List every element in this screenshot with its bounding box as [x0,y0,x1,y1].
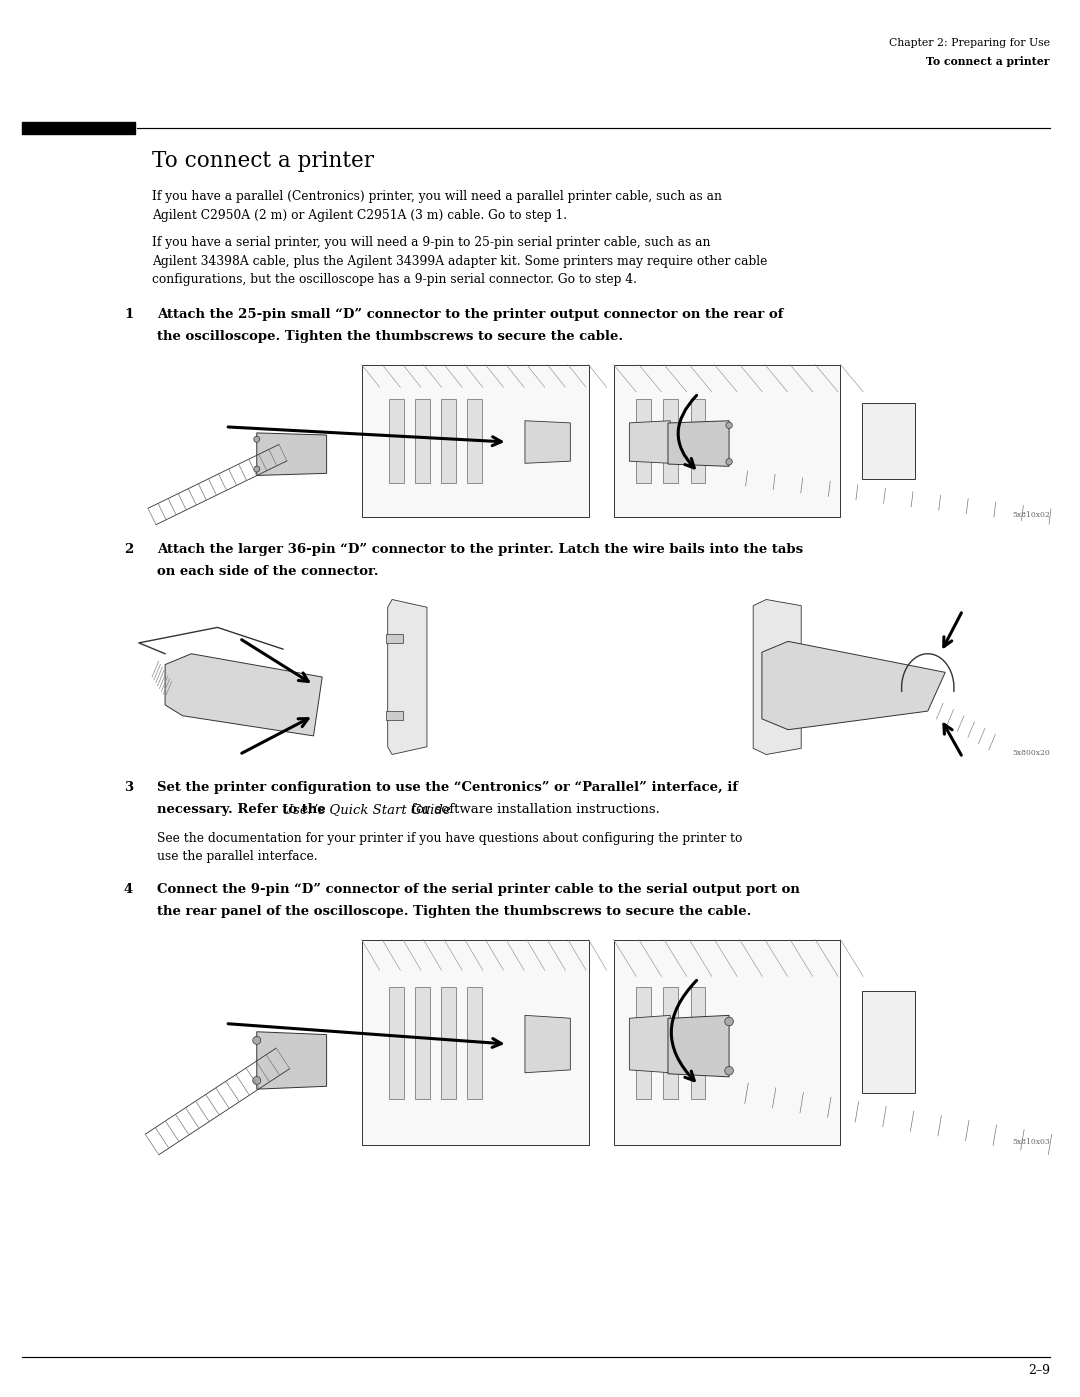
Text: To connect a printer: To connect a printer [152,149,374,172]
Text: on each side of the connector.: on each side of the connector. [157,564,378,578]
Text: Agilent C2950A (2 m) or Agilent C2951A (3 m) cable. Go to step 1.: Agilent C2950A (2 m) or Agilent C2951A (… [152,208,567,222]
Polygon shape [257,433,326,475]
Bar [613,940,840,1144]
Bar [362,940,589,1144]
Text: the rear panel of the oscilloscope. Tighten the thumbscrews to secure the cable.: the rear panel of the oscilloscope. Tigh… [157,905,752,918]
Polygon shape [630,420,671,464]
Bar [663,400,678,483]
Polygon shape [165,654,322,736]
Circle shape [725,1066,733,1076]
Bar [441,400,456,483]
Bar [389,986,404,1099]
Polygon shape [630,1016,671,1073]
Text: If you have a parallel (Centronics) printer, you will need a parallel printer ca: If you have a parallel (Centronics) prin… [152,190,723,203]
Text: for software installation instructions.: for software installation instructions. [406,803,660,816]
Bar [467,986,482,1099]
Circle shape [254,467,259,472]
Bar [415,400,430,483]
Bar [613,365,840,517]
Circle shape [726,422,732,429]
Bar [613,365,840,517]
Polygon shape [753,599,801,754]
Text: 4: 4 [124,883,133,895]
Bar [636,986,651,1099]
Polygon shape [667,1016,729,1077]
Bar [636,400,651,483]
Bar [441,986,456,1099]
Bar [386,711,403,721]
Text: Attach the larger 36-pin “D” connector to the printer. Latch the wire bails into: Attach the larger 36-pin “D” connector t… [157,542,804,556]
Bar [691,986,705,1099]
Text: User’s Quick Start Guide: User’s Quick Start Guide [282,803,450,816]
Circle shape [725,1017,733,1025]
Text: 2: 2 [124,542,133,556]
Text: configurations, but the oscilloscope has a 9-pin serial connector. Go to step 4.: configurations, but the oscilloscope has… [152,272,637,286]
Text: necessary. Refer to the: necessary. Refer to the [157,803,330,816]
Circle shape [253,1077,260,1084]
Text: 1: 1 [124,307,133,320]
Circle shape [726,458,732,465]
Bar [362,365,589,517]
Bar [389,400,404,483]
Text: Set the printer configuration to use the “Centronics” or “Parallel” interface, i: Set the printer configuration to use the… [157,781,738,793]
Circle shape [253,1037,260,1045]
Bar [415,986,430,1099]
Polygon shape [388,599,427,754]
Text: 5x810x02: 5x810x02 [1012,510,1050,518]
Text: 5x800x20: 5x800x20 [1012,749,1050,757]
Polygon shape [257,1032,326,1090]
Text: the oscilloscope. Tighten the thumbscrews to secure the cable.: the oscilloscope. Tighten the thumbscrew… [157,330,623,344]
Bar [663,986,678,1099]
Polygon shape [525,1016,570,1073]
Text: Connect the 9-pin “D” connector of the serial printer cable to the serial output: Connect the 9-pin “D” connector of the s… [157,883,800,895]
Polygon shape [525,420,570,464]
Text: 5x810x03: 5x810x03 [1012,1139,1050,1147]
Bar [862,402,915,479]
Text: 3: 3 [124,781,133,793]
Polygon shape [667,420,729,467]
Bar [467,400,482,483]
Text: See the documentation for your printer if you have questions about configuring t: See the documentation for your printer i… [157,831,742,845]
Bar [386,634,403,643]
Text: To connect a printer: To connect a printer [927,56,1050,67]
Text: use the parallel interface.: use the parallel interface. [157,849,318,863]
Bar [362,365,589,517]
Circle shape [254,436,259,443]
Bar [691,400,705,483]
Bar [862,990,915,1094]
Bar [613,940,840,1144]
Text: Attach the 25-pin small “D” connector to the printer output connector on the rea: Attach the 25-pin small “D” connector to… [157,307,783,320]
Polygon shape [761,641,945,729]
Text: 2–9: 2–9 [1028,1363,1050,1377]
Text: Chapter 2: Preparing for Use: Chapter 2: Preparing for Use [889,38,1050,47]
Text: If you have a serial printer, you will need a 9-pin to 25-pin serial printer cab: If you have a serial printer, you will n… [152,236,711,249]
Bar [362,940,589,1144]
Text: Agilent 34398A cable, plus the Agilent 34399A adapter kit. Some printers may req: Agilent 34398A cable, plus the Agilent 3… [152,254,768,267]
